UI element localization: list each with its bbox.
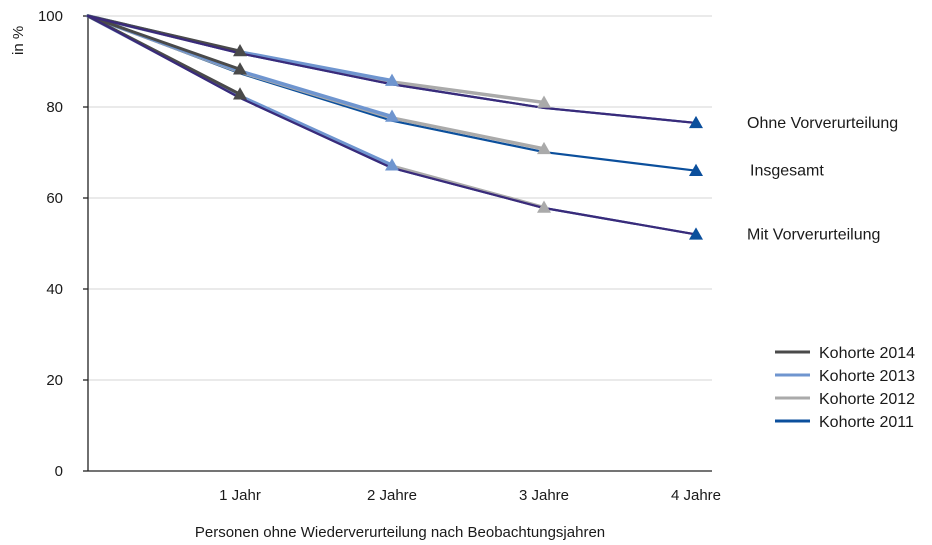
y-tick-label: 0: [55, 463, 63, 480]
data-point-marker: [537, 200, 551, 213]
data-point-marker: [537, 95, 551, 108]
group-label: Ohne Vorverurteilung: [747, 115, 898, 132]
group-label: Insgesamt: [750, 163, 824, 180]
y-tick-label: 20: [46, 372, 63, 389]
series-line-kohorte-2012: [86, 14, 546, 105]
data-point-marker: [233, 87, 247, 100]
x-tick-labels: 1 Jahr 2 Jahre 3 Jahre 4 Jahre: [219, 487, 721, 504]
y-tick-label: 60: [46, 190, 63, 207]
y-tick-label: 100: [38, 8, 63, 25]
legend-entry: Kohorte 2014: [819, 345, 915, 362]
series-line-kohorte-2012: [86, 14, 546, 210]
x-tick-label: 1 Jahr: [219, 487, 261, 504]
data-point-marker: [385, 109, 399, 122]
data-point-marker: [689, 163, 703, 176]
data-point-marker: [385, 73, 399, 86]
y-tick-labels: 0 20 40 60 80 100: [38, 8, 63, 480]
series-markers: [233, 44, 703, 240]
x-tick-label: 2 Jahre: [367, 487, 417, 504]
group-label: Mit Vorverurteilung: [747, 226, 880, 243]
legend-entry: Kohorte 2012: [819, 391, 915, 408]
x-tick-label: 3 Jahre: [519, 487, 569, 504]
y-tick-label: 40: [46, 281, 63, 298]
x-tick-label: 4 Jahre: [671, 487, 721, 504]
data-point-marker: [689, 115, 703, 129]
group-labels: Ohne Vorverurteilung Insgesamt Mit Vorveru…: [747, 115, 898, 243]
x-axis-title: Personen ohne Wiederverurteilung nach Be…: [195, 524, 605, 541]
data-point-marker: [537, 141, 551, 155]
series-line-kohorte-2014: [86, 14, 242, 71]
data-point-marker: [689, 227, 703, 240]
series-lines: [86, 14, 698, 236]
data-point-marker: [233, 62, 247, 75]
y-axis-title: in %: [10, 26, 27, 55]
data-point-marker: [385, 158, 399, 171]
legend-entry: Kohorte 2013: [819, 368, 915, 385]
grid: [88, 15, 712, 381]
y-tick-label: 80: [46, 99, 63, 116]
axes: [83, 15, 712, 472]
legend: Kohorte 2014 Kohorte 2013 Kohorte 2012 Koho…: [775, 345, 915, 431]
legend-entry: Kohorte 2011: [819, 414, 914, 431]
data-point-marker: [233, 44, 247, 57]
